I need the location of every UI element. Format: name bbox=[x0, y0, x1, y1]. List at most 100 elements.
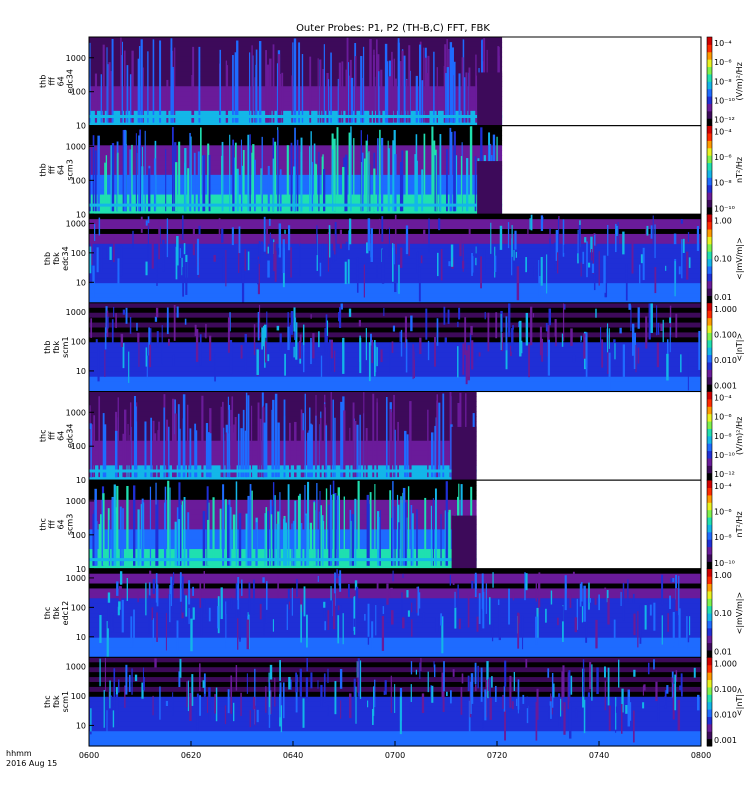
spectrogram-texture bbox=[89, 480, 477, 570]
colorbar-tick-label: 10⁻¹⁰ bbox=[714, 96, 735, 105]
colorbar-segment bbox=[707, 457, 712, 466]
colorbar-segment bbox=[707, 310, 712, 319]
colorbar-segment bbox=[707, 288, 712, 296]
spectrogram-texture bbox=[89, 391, 477, 481]
colorbar-segment bbox=[707, 576, 712, 585]
colorbar-segment bbox=[707, 686, 712, 695]
colorbar-segment bbox=[707, 206, 712, 215]
colorbar-tick-label: 10⁻¹² bbox=[714, 116, 735, 125]
colorbar-tick-label: 10⁻⁶ bbox=[714, 508, 732, 517]
colorbar-tick-label: 0.010 bbox=[714, 356, 737, 365]
colorbar-segment bbox=[707, 81, 712, 90]
colorbar-tick-label: 10⁻¹⁰ bbox=[714, 559, 735, 568]
colorbar-segment bbox=[707, 110, 712, 119]
y-label-line: fff bbox=[48, 431, 57, 440]
colorbar-tick-label: 0.100 bbox=[714, 685, 737, 694]
colorbar-segment bbox=[707, 51, 712, 60]
y-tick-label: 100 bbox=[71, 692, 86, 701]
colorbar-segment bbox=[707, 221, 712, 230]
colorbar-segment bbox=[707, 613, 712, 621]
y-label-line: fff bbox=[48, 520, 57, 529]
y-label-line: fff bbox=[48, 166, 57, 175]
y-label-line: edc34 bbox=[61, 246, 70, 271]
colorbar-segment bbox=[707, 332, 712, 341]
colorbar: 10⁻⁴ 10⁻⁶ 10⁻⁸ 10⁻¹⁰ nT²/Hz bbox=[706, 125, 744, 215]
colorbar-tick-label: 1.000 bbox=[714, 305, 737, 314]
y-axis-label: thb fff 64 edc34 bbox=[39, 69, 75, 94]
chart-title: Outer Probes: P1, P2 (TH-B,C) FFT, FBK bbox=[296, 23, 490, 34]
y-axis-label: thc fbk edc12 bbox=[43, 601, 70, 626]
y-label-line: edc12 bbox=[61, 601, 70, 626]
y-label-line: thb bbox=[39, 163, 48, 176]
y-label-line: fbk bbox=[52, 606, 61, 619]
colorbar-segment bbox=[707, 649, 712, 658]
colorbar-segment bbox=[707, 354, 712, 363]
colorbar: 10⁻⁴ 10⁻⁶ 10⁻⁸ 10⁻¹⁰ 10⁻¹² (V/m)²/Hz bbox=[706, 391, 744, 481]
y-tick-label: 1000 bbox=[66, 54, 86, 63]
y-label-line: fbk bbox=[52, 695, 61, 708]
colorbar-tick-label: 10⁻⁸ bbox=[714, 179, 732, 188]
y-label-line: fff bbox=[48, 77, 57, 86]
colorbar-segment bbox=[707, 376, 712, 385]
y-label-line: 64 bbox=[57, 519, 66, 529]
colorbar-segment bbox=[707, 177, 712, 186]
colorbar-segment bbox=[707, 295, 712, 304]
colorbar-segment bbox=[707, 66, 712, 75]
colorbar-segment bbox=[707, 265, 712, 274]
colorbar-tick-label: 1.00 bbox=[714, 571, 732, 580]
y-tick-label: 1000 bbox=[66, 497, 86, 506]
x-axis: 0600 0620 0640 0700 0720 0740 0800 bbox=[79, 741, 711, 760]
colorbar-segment bbox=[707, 88, 712, 97]
colorbar: 1.00 0.10 0.01 <|mV/m|> bbox=[706, 213, 744, 304]
y-tick-label: 100 bbox=[71, 603, 86, 612]
colorbar-segment bbox=[707, 524, 712, 533]
spectrogram-texture bbox=[89, 214, 701, 304]
y-tick-label: 10 bbox=[76, 633, 86, 642]
y-tick-label: 10 bbox=[76, 367, 86, 376]
x-tick-label: 0800 bbox=[691, 751, 711, 760]
y-tick-label: 100 bbox=[71, 442, 86, 451]
spectrogram-texture bbox=[89, 568, 701, 658]
y-label-line: 64 bbox=[57, 76, 66, 86]
colorbar-segment bbox=[707, 657, 712, 666]
y-label-line: thb bbox=[43, 341, 52, 354]
colorbar-segment bbox=[707, 258, 712, 267]
y-axis-label: thb fbk edc34 bbox=[43, 246, 70, 271]
colorbar-tick-label: 0.001 bbox=[714, 382, 737, 391]
colorbar-segment bbox=[707, 672, 712, 681]
colorbar-tick-label: 0.100 bbox=[714, 330, 737, 339]
colorbar-label: <|mV/m|> bbox=[735, 237, 744, 280]
y-label-line: fbk bbox=[52, 341, 61, 354]
y-tick-label: 100 bbox=[71, 249, 86, 258]
colorbar: 1.000 0.100 0.010 0.001 <|nT|> bbox=[706, 302, 744, 392]
colorbar-segment bbox=[707, 487, 712, 496]
colorbar-tick-label: 10⁻⁴ bbox=[714, 39, 732, 48]
colorbar-segment bbox=[707, 73, 712, 82]
colorbar-segment bbox=[707, 517, 712, 525]
colorbar-segment bbox=[707, 568, 712, 577]
colorbar-segment bbox=[707, 302, 712, 311]
colorbar-tick-label: 10⁻⁸ bbox=[714, 533, 732, 542]
colorbar-segment bbox=[707, 325, 712, 333]
colorbar-segment bbox=[707, 118, 712, 127]
date-label: 2016 Aug 15 bbox=[6, 759, 57, 768]
colorbar-segment bbox=[707, 339, 712, 348]
colorbar-segment bbox=[707, 147, 712, 156]
y-tick-label: 100 bbox=[71, 531, 86, 540]
colorbar-segment bbox=[707, 398, 712, 407]
y-label-line: edc34 bbox=[66, 69, 75, 94]
colorbar-segment bbox=[707, 731, 712, 740]
colorbar-segment bbox=[707, 738, 712, 747]
x-tick-label: 0640 bbox=[283, 751, 303, 760]
y-tick-label: 10 bbox=[76, 476, 86, 485]
colorbar-segment bbox=[707, 214, 712, 223]
panel-8: 1000 100 10 thc fbk scm1 1.000 0.100 0.010 0.001 <… bbox=[43, 656, 744, 747]
colorbar-segment bbox=[707, 236, 712, 245]
colorbar-tick-label: 10⁻⁸ bbox=[714, 77, 732, 86]
y-tick-label: 1000 bbox=[66, 308, 86, 317]
colorbar-tick-label: 10⁻⁴ bbox=[714, 128, 732, 137]
colorbar-tick-label: 10⁻¹⁰ bbox=[714, 451, 735, 460]
y-tick-label: 1000 bbox=[66, 408, 86, 417]
colorbar-tick-label: 10⁻⁸ bbox=[714, 432, 732, 441]
colorbar-segment bbox=[707, 635, 712, 644]
